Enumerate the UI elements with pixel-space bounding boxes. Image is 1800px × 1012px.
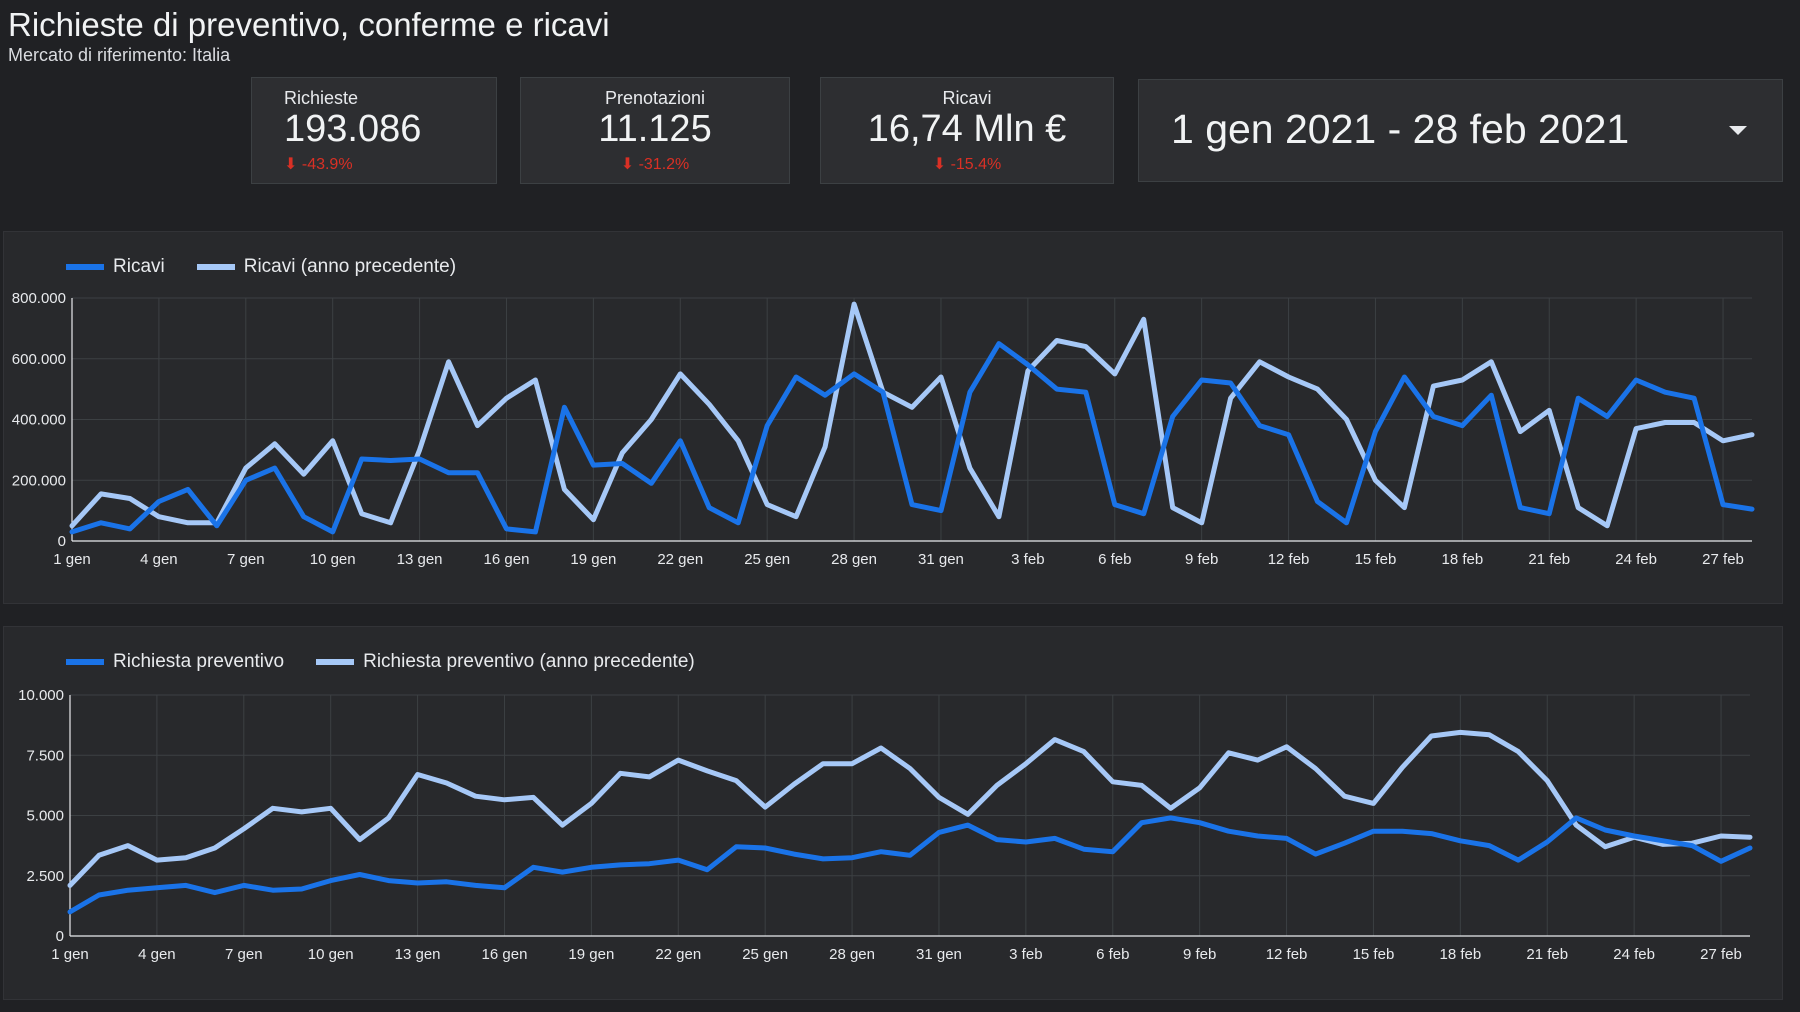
x-tick-label: 18 feb bbox=[1441, 551, 1483, 568]
x-tick-label: 3 feb bbox=[1011, 551, 1044, 568]
x-tick-label: 24 feb bbox=[1615, 551, 1657, 568]
x-tick-label: 4 gen bbox=[138, 946, 176, 963]
x-tick-label: 1 gen bbox=[53, 551, 91, 568]
legend-swatch-previous bbox=[316, 659, 355, 665]
series-line-previous[interactable] bbox=[67, 729, 1753, 888]
y-tick-label: 0 bbox=[56, 928, 64, 945]
kpi-delta-value: -15.4% bbox=[950, 156, 1002, 173]
series-line-previous[interactable] bbox=[69, 301, 1755, 529]
quote-requests-chart-panel: Richiesta preventivo Richiesta preventiv… bbox=[3, 626, 1783, 1000]
chart-legend: Richiesta preventivo Richiesta preventiv… bbox=[66, 651, 727, 673]
chart-legend: Ricavi Ricavi (anno precedente) bbox=[66, 256, 488, 278]
x-tick-label: 12 feb bbox=[1268, 551, 1310, 568]
kpi-label: Richieste bbox=[284, 88, 359, 108]
series-line-current[interactable] bbox=[69, 341, 1755, 535]
x-tick-label: 21 feb bbox=[1528, 551, 1570, 568]
legend-swatch-current bbox=[66, 659, 104, 665]
kpi-value: 16,74 Mln € bbox=[867, 108, 1067, 150]
date-range-label: 1 gen 2021 - 28 feb 2021 bbox=[1171, 106, 1630, 152]
kpi-label: Ricavi bbox=[942, 88, 992, 108]
legend-item-previous[interactable]: Ricavi (anno precedente) bbox=[196, 256, 457, 278]
x-tick-label: 19 gen bbox=[568, 946, 614, 963]
x-tick-label: 22 gen bbox=[655, 946, 701, 963]
x-tick-label: 28 gen bbox=[829, 946, 875, 963]
y-tick-label: 400.000 bbox=[12, 412, 66, 429]
revenue-line-chart: 0 200.000 400.000 600.000 800.000 1 gen 4 gen 7… bbox=[12, 290, 1755, 568]
legend-swatch-current bbox=[66, 264, 104, 270]
revenue-chart-panel: Ricavi Ricavi (anno precedente) 0 200.000… bbox=[3, 231, 1783, 604]
x-tick-label: 27 feb bbox=[1702, 551, 1744, 568]
y-tick-label: 2.500 bbox=[26, 868, 64, 885]
quote-requests-line-chart: 0 2.500 5.000 7.500 10.000 1 gen 4 gen 7 gen 10 … bbox=[18, 687, 1753, 963]
x-tick-label: 3 feb bbox=[1009, 946, 1042, 963]
y-tick-label: 200.000 bbox=[12, 472, 66, 489]
down-arrow-icon: ⬇ bbox=[620, 156, 635, 173]
x-tick-label: 31 gen bbox=[916, 946, 962, 963]
x-tick-label: 12 feb bbox=[1266, 946, 1308, 963]
legend-item-previous[interactable]: Richiesta preventivo (anno precedente) bbox=[316, 651, 695, 673]
kpi-label: Prenotazioni bbox=[604, 88, 706, 108]
x-tick-label: 10 gen bbox=[310, 551, 356, 568]
x-tick-label: 9 feb bbox=[1183, 946, 1216, 963]
x-tick-label: 21 feb bbox=[1526, 946, 1568, 963]
legend-label: Richiesta preventivo (anno precedente) bbox=[363, 651, 695, 672]
x-tick-label: 31 gen bbox=[918, 551, 964, 568]
kpi-card-ricavi: Ricavi 16,74 Mln € ⬇ -15.4% bbox=[820, 77, 1114, 184]
kpi-delta-value: -43.9% bbox=[301, 156, 353, 173]
y-tick-label: 7.500 bbox=[26, 747, 64, 764]
kpi-value: 11.125 bbox=[598, 108, 712, 150]
down-arrow-icon: ⬇ bbox=[932, 156, 947, 173]
legend-label: Richiesta preventivo bbox=[113, 651, 285, 672]
x-tick-label: 18 feb bbox=[1439, 946, 1481, 963]
x-tick-label: 15 feb bbox=[1355, 551, 1397, 568]
legend-label: Ricavi bbox=[113, 256, 165, 277]
page-subtitle: Mercato di riferimento: Italia bbox=[8, 45, 231, 65]
x-tick-label: 7 gen bbox=[225, 946, 263, 963]
x-tick-label: 4 gen bbox=[140, 551, 178, 568]
x-tick-label: 6 feb bbox=[1098, 551, 1131, 568]
x-tick-label: 1 gen bbox=[51, 946, 89, 963]
x-tick-label: 15 feb bbox=[1353, 946, 1395, 963]
kpi-delta: ⬇ -15.4% bbox=[821, 154, 1113, 174]
down-arrow-icon: ⬇ bbox=[284, 156, 298, 173]
kpi-card-richieste: Richieste 193.086 ⬇ -43.9% bbox=[251, 77, 497, 184]
x-tick-label: 24 feb bbox=[1613, 946, 1655, 963]
x-tick-label: 25 gen bbox=[742, 946, 788, 963]
legend-swatch-previous bbox=[196, 264, 235, 270]
kpi-delta-value: -31.2% bbox=[638, 156, 690, 173]
y-tick-label: 0 bbox=[58, 533, 66, 550]
x-tick-label: 28 gen bbox=[831, 551, 877, 568]
page-title: Richieste di preventivo, conferme e rica… bbox=[8, 6, 610, 43]
x-tick-label: 19 gen bbox=[570, 551, 616, 568]
x-tick-label: 27 feb bbox=[1700, 946, 1742, 963]
kpi-delta: ⬇ -43.9% bbox=[284, 154, 353, 174]
legend-item-current[interactable]: Richiesta preventivo bbox=[66, 651, 284, 673]
x-tick-label: 7 gen bbox=[227, 551, 265, 568]
date-range-picker[interactable]: 1 gen 2021 - 28 feb 2021 bbox=[1138, 79, 1783, 182]
x-tick-label: 16 gen bbox=[484, 551, 530, 568]
legend-label: Ricavi (anno precedente) bbox=[243, 256, 457, 277]
kpi-card-prenotazioni: Prenotazioni 11.125 ⬇ -31.2% bbox=[520, 77, 790, 184]
x-tick-label: 13 gen bbox=[397, 551, 443, 568]
x-tick-label: 22 gen bbox=[657, 551, 703, 568]
y-tick-label: 5.000 bbox=[26, 808, 64, 825]
x-tick-label: 10 gen bbox=[308, 946, 354, 963]
y-tick-label: 600.000 bbox=[12, 351, 66, 368]
x-tick-label: 25 gen bbox=[744, 551, 790, 568]
kpi-delta: ⬇ -31.2% bbox=[521, 154, 789, 174]
y-tick-label: 10.000 bbox=[18, 687, 64, 704]
x-tick-label: 9 feb bbox=[1185, 551, 1218, 568]
series-line-current[interactable] bbox=[67, 815, 1753, 915]
dropdown-caret-icon[interactable] bbox=[1729, 126, 1747, 135]
x-tick-label: 6 feb bbox=[1096, 946, 1129, 963]
y-tick-label: 800.000 bbox=[12, 290, 66, 307]
kpi-value: 193.086 bbox=[284, 108, 422, 150]
x-tick-label: 13 gen bbox=[395, 946, 441, 963]
legend-item-current[interactable]: Ricavi bbox=[66, 256, 165, 278]
x-tick-label: 16 gen bbox=[482, 946, 528, 963]
